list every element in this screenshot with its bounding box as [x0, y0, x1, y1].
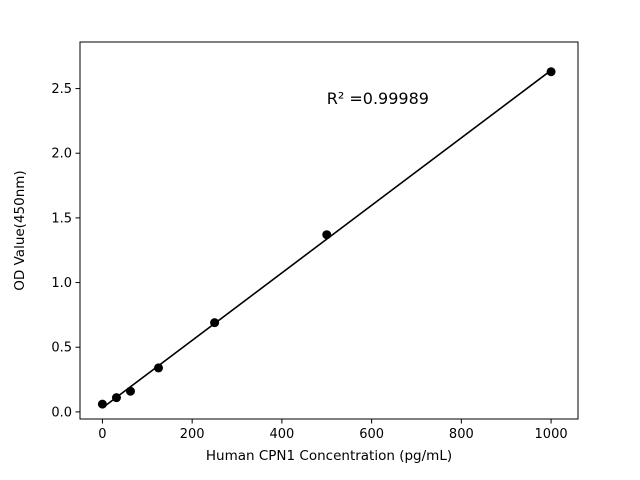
- y-tick-label: 0.5: [51, 341, 72, 356]
- x-axis-label: Human CPN1 Concentration (pg/mL): [206, 448, 452, 464]
- y-tick-label: 1.5: [51, 211, 72, 226]
- x-tick-label: 400: [269, 427, 294, 442]
- data-point: [111, 393, 121, 403]
- y-tick-label: 0.0: [51, 405, 72, 420]
- r-squared-annotation: R² =0.99989: [327, 89, 429, 108]
- y-tick-label: 2.5: [51, 82, 72, 97]
- x-tick-label: 800: [449, 427, 474, 442]
- data-point: [546, 67, 556, 77]
- data-point: [154, 363, 164, 373]
- x-tick-label: 200: [180, 427, 205, 442]
- x-tick-label: 0: [98, 427, 106, 442]
- data-point: [322, 230, 332, 240]
- data-point: [97, 399, 107, 409]
- plot-border: [79, 41, 579, 420]
- x-tick-label: 600: [359, 427, 384, 442]
- data-point: [210, 318, 220, 328]
- y-tick-label: 1.0: [51, 276, 72, 291]
- data-point: [125, 386, 135, 396]
- y-axis-label: OD Value(450nm): [12, 170, 28, 290]
- x-tick-label: 1000: [535, 427, 568, 442]
- y-tick-label: 2.0: [51, 147, 72, 162]
